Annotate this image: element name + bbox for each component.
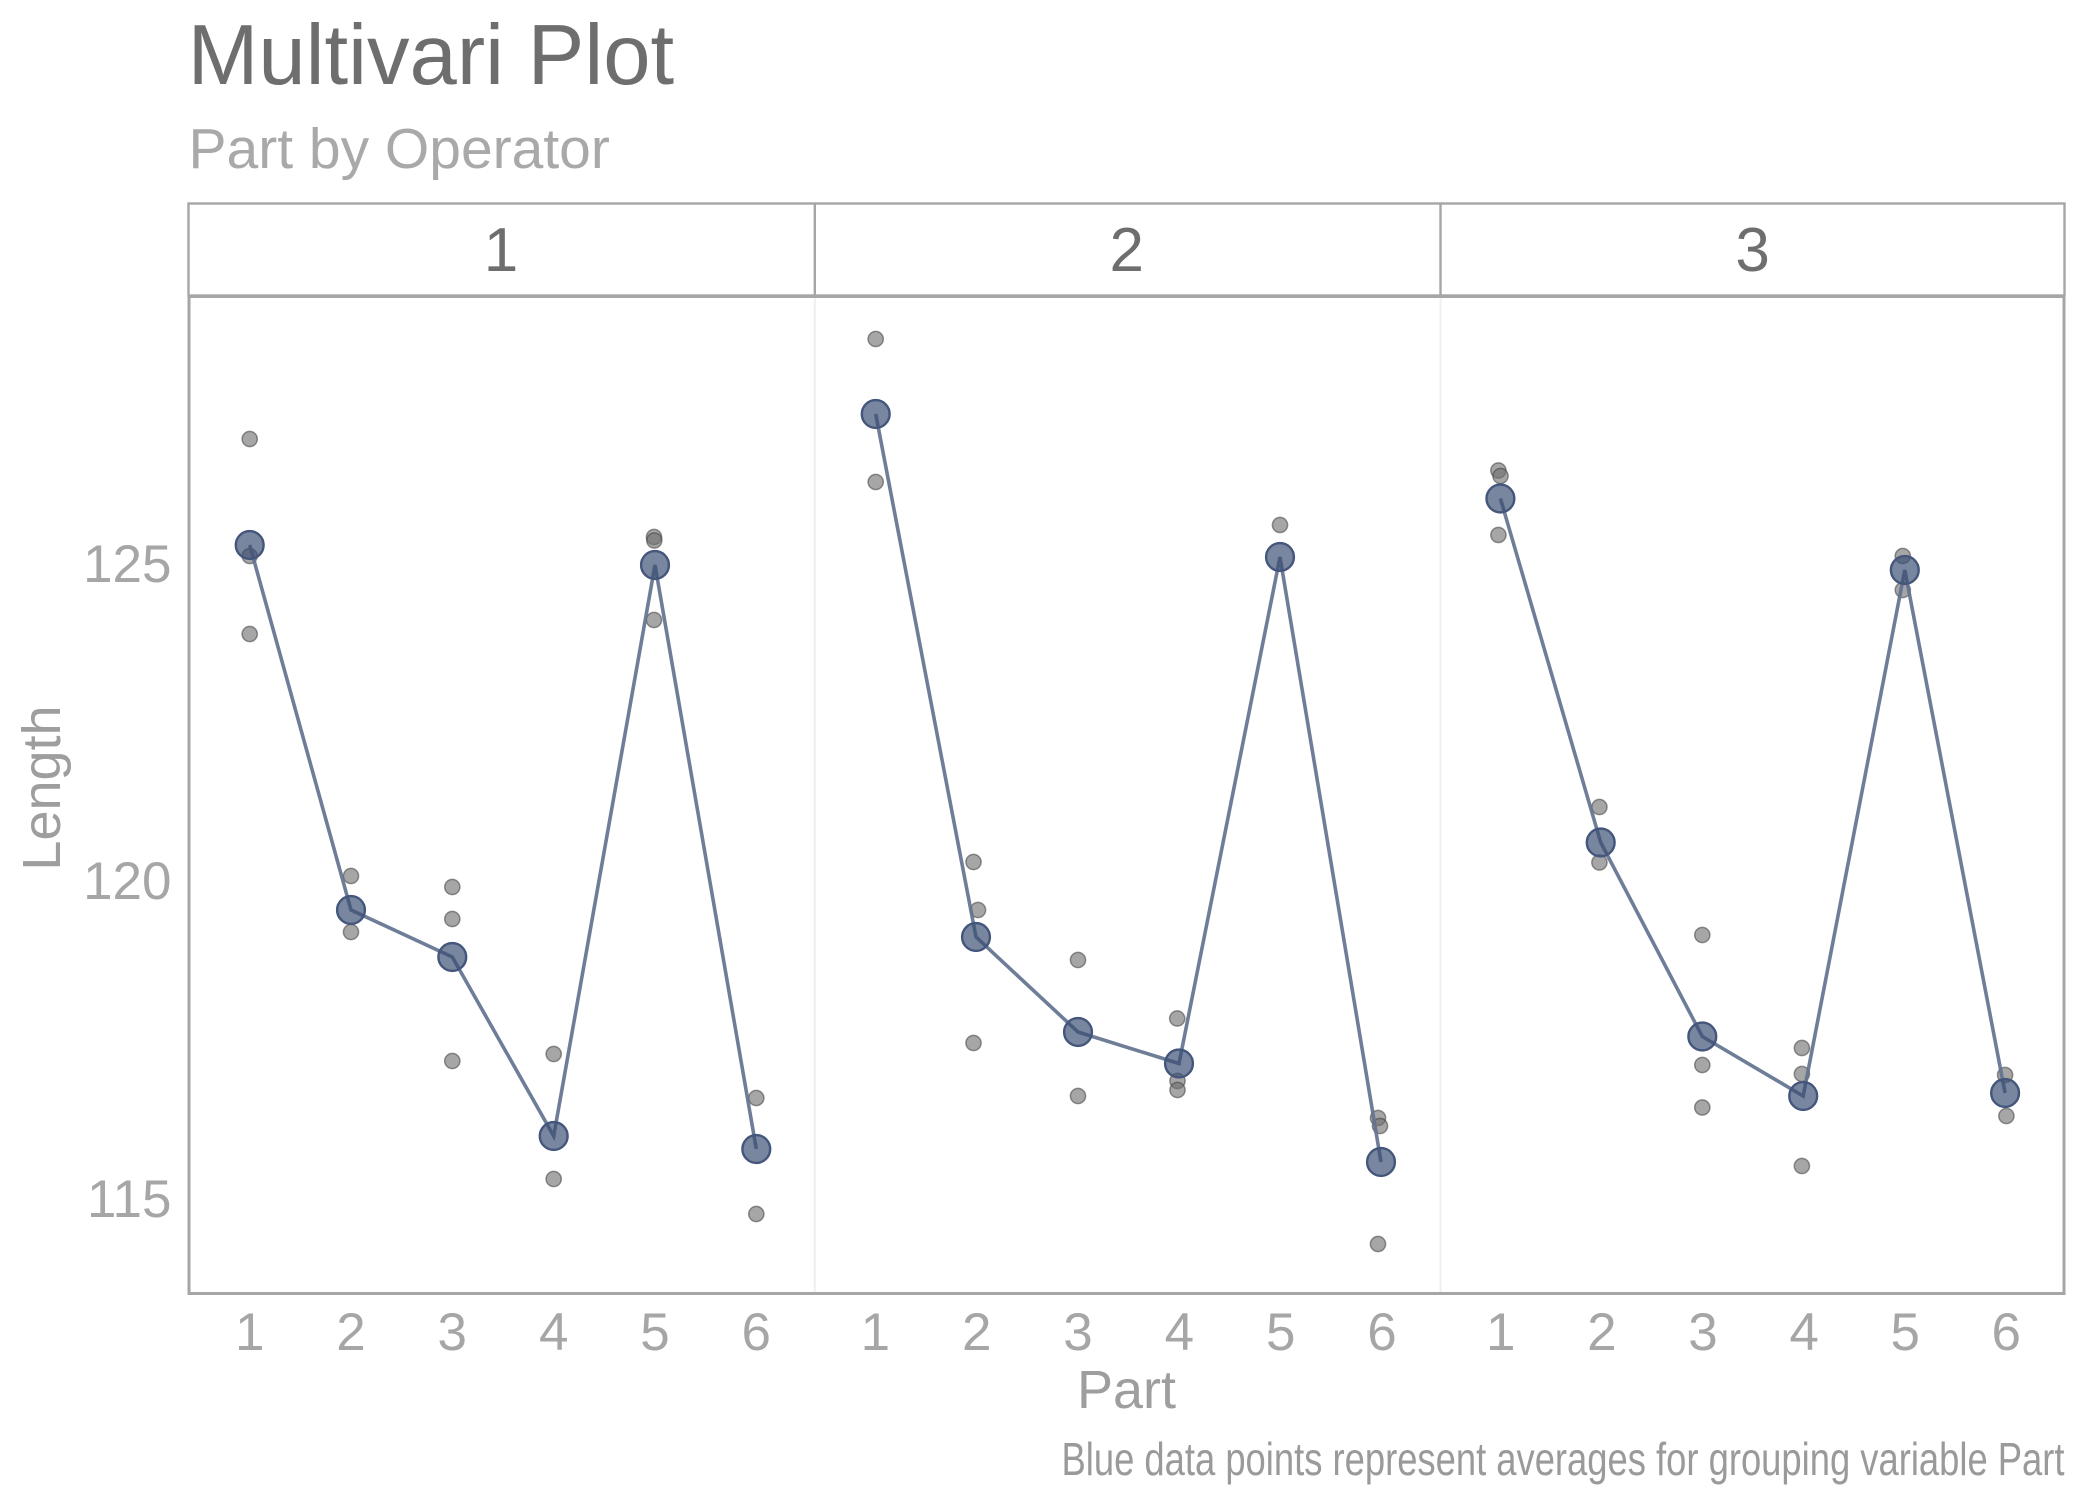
svg-text:6: 6 (1367, 1303, 1396, 1362)
svg-text:3: 3 (1063, 1303, 1092, 1362)
svg-text:3: 3 (1735, 216, 1769, 285)
svg-text:5: 5 (1890, 1303, 1919, 1362)
svg-text:2: 2 (1587, 1303, 1616, 1362)
svg-text:4: 4 (539, 1303, 568, 1362)
svg-text:120: 120 (83, 852, 171, 911)
svg-text:2: 2 (336, 1303, 365, 1362)
svg-text:5: 5 (1266, 1303, 1295, 1362)
svg-text:2: 2 (1110, 216, 1144, 285)
svg-text:2: 2 (962, 1303, 991, 1362)
svg-text:3: 3 (1688, 1303, 1717, 1362)
svg-text:1: 1 (484, 216, 518, 285)
svg-text:Length: Length (12, 705, 72, 870)
svg-text:4: 4 (1789, 1303, 1818, 1362)
svg-text:6: 6 (1992, 1303, 2021, 1362)
svg-text:3: 3 (438, 1303, 467, 1362)
svg-text:1: 1 (235, 1303, 264, 1362)
svg-text:Blue data points represent ave: Blue data points represent averages for … (1062, 1433, 2065, 1485)
svg-text:1: 1 (1486, 1303, 1515, 1362)
svg-text:5: 5 (640, 1303, 669, 1362)
svg-text:Multivari Plot: Multivari Plot (188, 8, 675, 103)
svg-text:4: 4 (1165, 1303, 1194, 1362)
svg-text:125: 125 (83, 535, 171, 594)
svg-text:1: 1 (861, 1303, 890, 1362)
svg-text:115: 115 (87, 1170, 172, 1229)
svg-text:Part by Operator: Part by Operator (189, 117, 610, 181)
svg-text:6: 6 (742, 1303, 771, 1362)
svg-text:Part: Part (1077, 1360, 1176, 1420)
